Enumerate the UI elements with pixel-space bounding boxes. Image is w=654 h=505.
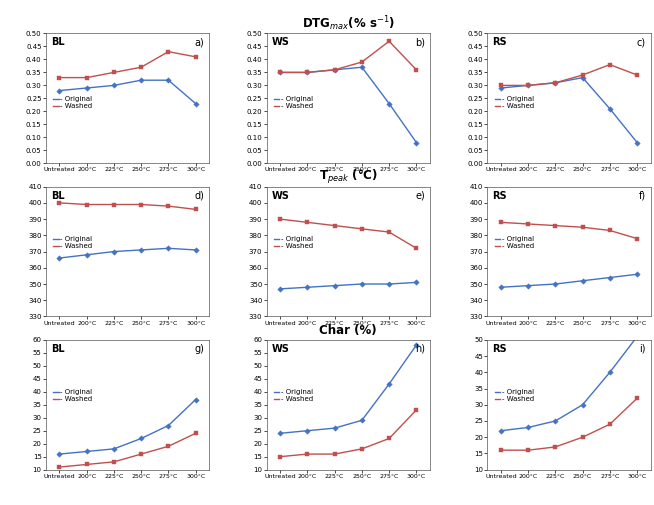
Legend: - Original, - Washed: - Original, - Washed — [273, 389, 314, 403]
Legend: - Original, - Washed: - Original, - Washed — [494, 95, 534, 110]
Text: BL: BL — [51, 344, 64, 354]
Legend: - Original, - Washed: - Original, - Washed — [273, 95, 314, 110]
Text: BL: BL — [51, 190, 64, 200]
Text: DTG$_{max}$(% s$^{-1}$): DTG$_{max}$(% s$^{-1}$) — [301, 15, 395, 33]
Text: h): h) — [415, 344, 425, 354]
Text: g): g) — [194, 344, 204, 354]
Text: e): e) — [415, 190, 425, 200]
Legend: - Original, - Washed: - Original, - Washed — [52, 389, 93, 403]
Text: WS: WS — [271, 344, 289, 354]
Text: b): b) — [415, 37, 425, 47]
Text: WS: WS — [271, 37, 289, 47]
Text: RS: RS — [492, 37, 507, 47]
Text: a): a) — [195, 37, 204, 47]
Text: c): c) — [637, 37, 646, 47]
Legend: - Original, - Washed: - Original, - Washed — [494, 235, 534, 250]
Text: d): d) — [194, 190, 204, 200]
Text: RS: RS — [492, 190, 507, 200]
Text: Char (%): Char (%) — [319, 324, 377, 337]
Legend: - Original, - Washed: - Original, - Washed — [273, 235, 314, 250]
Text: i): i) — [640, 344, 646, 354]
Text: WS: WS — [271, 190, 289, 200]
Text: f): f) — [639, 190, 646, 200]
Text: RS: RS — [492, 344, 507, 354]
Text: T$_{peak}$ (°C): T$_{peak}$ (°C) — [318, 168, 378, 186]
Legend: - Original, - Washed: - Original, - Washed — [52, 95, 93, 110]
Text: BL: BL — [51, 37, 64, 47]
Legend: - Original, - Washed: - Original, - Washed — [494, 389, 534, 403]
Legend: - Original, - Washed: - Original, - Washed — [52, 235, 93, 250]
